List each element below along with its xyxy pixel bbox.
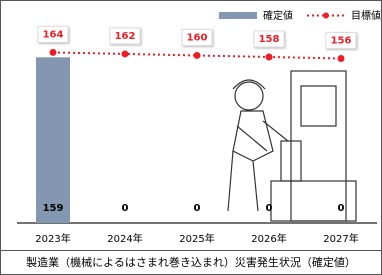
x-tick-label: 2024年 — [107, 232, 142, 245]
line-value-label: 156 — [331, 36, 352, 47]
chart: 確定値 目標値 2023年 2024年 2025年 2026年 2027年 159 0 0 0 0 1… — [1, 1, 381, 250]
bar-value-label: 0 — [122, 203, 129, 214]
target-point — [338, 55, 345, 62]
target-point — [50, 49, 57, 56]
target-point — [194, 52, 201, 59]
legend-label: 確定値 — [263, 9, 293, 22]
legend-swatch — [219, 12, 257, 19]
bar-value-label: 159 — [43, 203, 64, 214]
bar-value-label: 0 — [338, 203, 345, 214]
x-tick-label: 2026年 — [251, 232, 286, 245]
target-point — [266, 53, 273, 60]
legend: 確定値 目標値 — [219, 9, 381, 22]
line-value-label: 162 — [115, 31, 136, 42]
x-tick-label: 2025年 — [179, 232, 214, 245]
bar-value-label: 0 — [266, 203, 273, 214]
legend-label: 目標値 — [351, 9, 381, 22]
legend-swatch — [323, 13, 329, 19]
line-value-label: 160 — [187, 32, 208, 43]
bar-value-label: 0 — [194, 203, 201, 214]
target-point — [122, 50, 129, 57]
caption: 製造業（機械によるはさまれ巻き込まれ）災害発生状況（確定値） — [1, 250, 381, 275]
x-tick-label: 2023年 — [35, 232, 70, 245]
page: 確定値 目標値 2023年 2024年 2025年 2026年 2027年 159 0 0 0 0 1… — [0, 0, 382, 275]
line-value-label: 158 — [259, 34, 280, 45]
illustration — [228, 71, 356, 221]
line-value-label: 164 — [43, 29, 64, 40]
bar — [36, 57, 70, 223]
x-tick-label: 2027年 — [323, 232, 358, 245]
